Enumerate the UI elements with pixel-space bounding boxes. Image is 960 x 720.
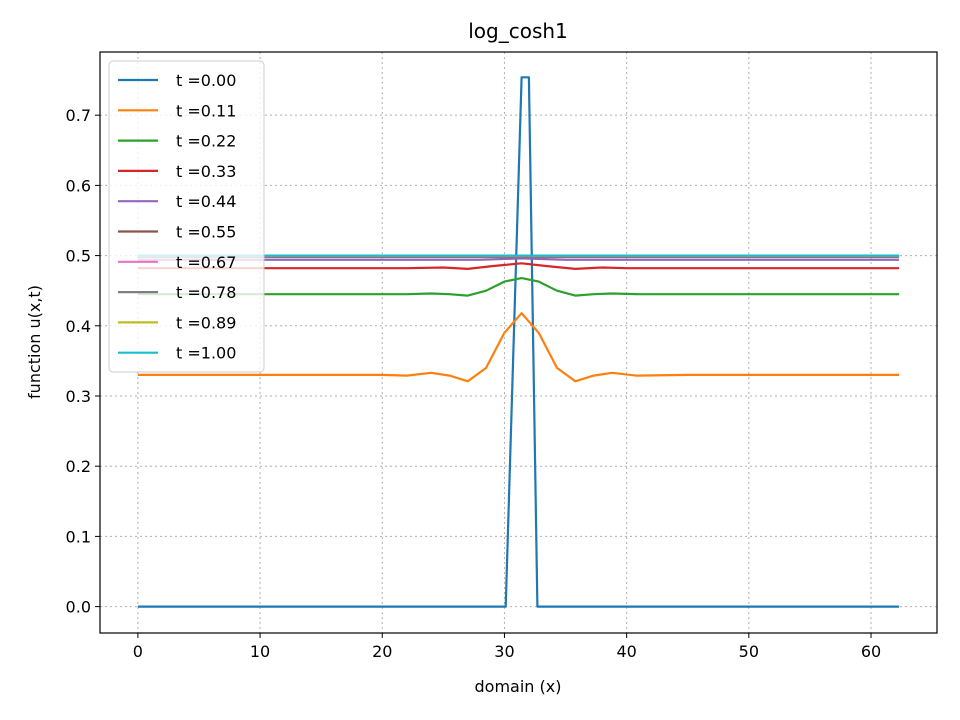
legend-label: t =0.55 xyxy=(176,223,236,242)
x-tick-label: 0 xyxy=(133,642,143,661)
legend-label: t =0.78 xyxy=(176,283,236,302)
legend: t =0.00 t =0.11 t =0.22 t =0.33 t =0.44 t =0.… xyxy=(108,60,265,373)
x-axis-label: domain (x) xyxy=(475,677,562,696)
series-lines xyxy=(137,76,900,608)
axes-frame xyxy=(99,51,938,634)
y-tick-label: 0.3 xyxy=(66,387,91,406)
y-tick-label: 0.6 xyxy=(66,176,91,195)
chart-title: log_cosh1 xyxy=(468,19,568,43)
series-line xyxy=(137,257,900,261)
x-tick-label: 60 xyxy=(861,642,881,661)
legend-box xyxy=(108,60,265,373)
x-tick-label: 30 xyxy=(494,642,514,661)
series-line xyxy=(137,312,900,383)
series-line xyxy=(137,76,900,608)
series-line xyxy=(137,277,900,297)
legend-label: t =1.00 xyxy=(176,344,236,363)
x-tick-label: 10 xyxy=(250,642,270,661)
legend-label: t =0.22 xyxy=(176,132,236,151)
legend-label: t =0.11 xyxy=(176,101,236,120)
legend-label: t =0.33 xyxy=(176,162,236,181)
legend-label: t =0.00 xyxy=(176,71,236,90)
y-tick-label: 0.4 xyxy=(66,317,91,336)
y-tick-label: 0.5 xyxy=(66,247,91,266)
legend-label: t =0.67 xyxy=(176,253,236,272)
y-tick-label: 0.1 xyxy=(66,527,91,546)
y-tick-label: 0.2 xyxy=(66,457,91,476)
legend-label: t =0.44 xyxy=(176,192,236,211)
y-axis-label: function u(x,t) xyxy=(25,285,44,399)
x-tick-label: 20 xyxy=(372,642,392,661)
x-tick-label: 40 xyxy=(616,642,636,661)
x-tick-label: 50 xyxy=(739,642,759,661)
y-tick-label: 0.0 xyxy=(66,598,91,617)
legend-label: t =0.89 xyxy=(176,313,236,332)
axis-ticks: 0 10 20 30 40 50 60 0.0 0.1 0.2 0.3 0.4 0.5 0.6 0.7 xyxy=(66,106,882,661)
series-line xyxy=(137,262,900,270)
y-tick-label: 0.7 xyxy=(66,106,91,125)
